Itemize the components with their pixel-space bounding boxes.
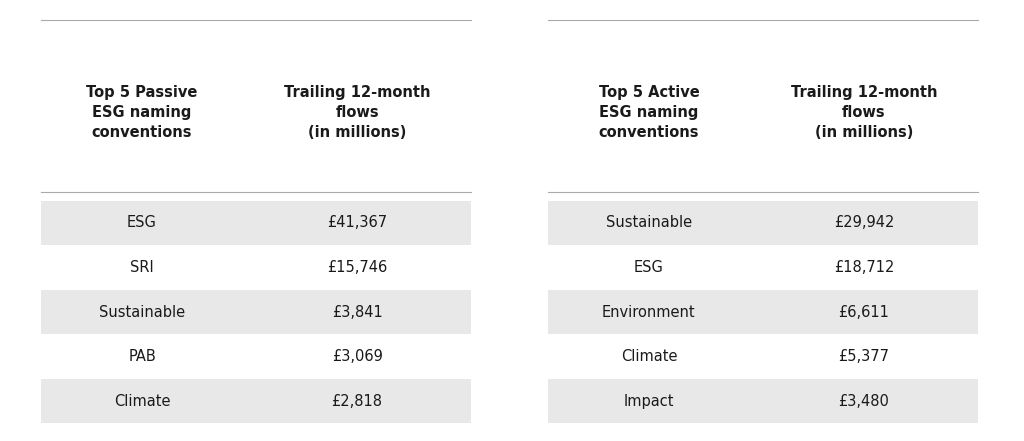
Bar: [41, 201, 471, 245]
Text: £3,480: £3,480: [839, 393, 890, 409]
Text: £6,611: £6,611: [839, 304, 890, 320]
Bar: [548, 334, 978, 379]
Text: Impact: Impact: [624, 393, 674, 409]
Bar: [41, 290, 471, 334]
Text: £15,746: £15,746: [327, 260, 387, 275]
Text: £41,367: £41,367: [327, 215, 387, 231]
Text: £3,069: £3,069: [332, 349, 383, 364]
Text: Climate: Climate: [114, 393, 170, 409]
Text: Top 5 Passive
ESG naming
conventions: Top 5 Passive ESG naming conventions: [86, 85, 198, 140]
Bar: [41, 334, 471, 379]
Text: SRI: SRI: [130, 260, 154, 275]
Text: £3,841: £3,841: [332, 304, 382, 320]
Bar: [548, 290, 978, 334]
Text: £5,377: £5,377: [839, 349, 890, 364]
Text: £29,942: £29,942: [834, 215, 894, 231]
Bar: [41, 379, 471, 423]
Text: Climate: Climate: [621, 349, 677, 364]
Text: ESG: ESG: [127, 215, 157, 231]
Text: £18,712: £18,712: [834, 260, 894, 275]
Text: Trailing 12-month
flows
(in millions): Trailing 12-month flows (in millions): [791, 85, 937, 140]
Bar: [548, 245, 978, 290]
Text: Top 5 Active
ESG naming
conventions: Top 5 Active ESG naming conventions: [599, 85, 699, 140]
Text: PAB: PAB: [128, 349, 156, 364]
Text: Environment: Environment: [602, 304, 695, 320]
Text: Sustainable: Sustainable: [99, 304, 185, 320]
Text: ESG: ESG: [634, 260, 664, 275]
Bar: [548, 379, 978, 423]
Text: Trailing 12-month
flows
(in millions): Trailing 12-month flows (in millions): [284, 85, 430, 140]
Text: £2,818: £2,818: [332, 393, 383, 409]
Bar: [41, 245, 471, 290]
Text: Sustainable: Sustainable: [606, 215, 692, 231]
Bar: [548, 201, 978, 245]
